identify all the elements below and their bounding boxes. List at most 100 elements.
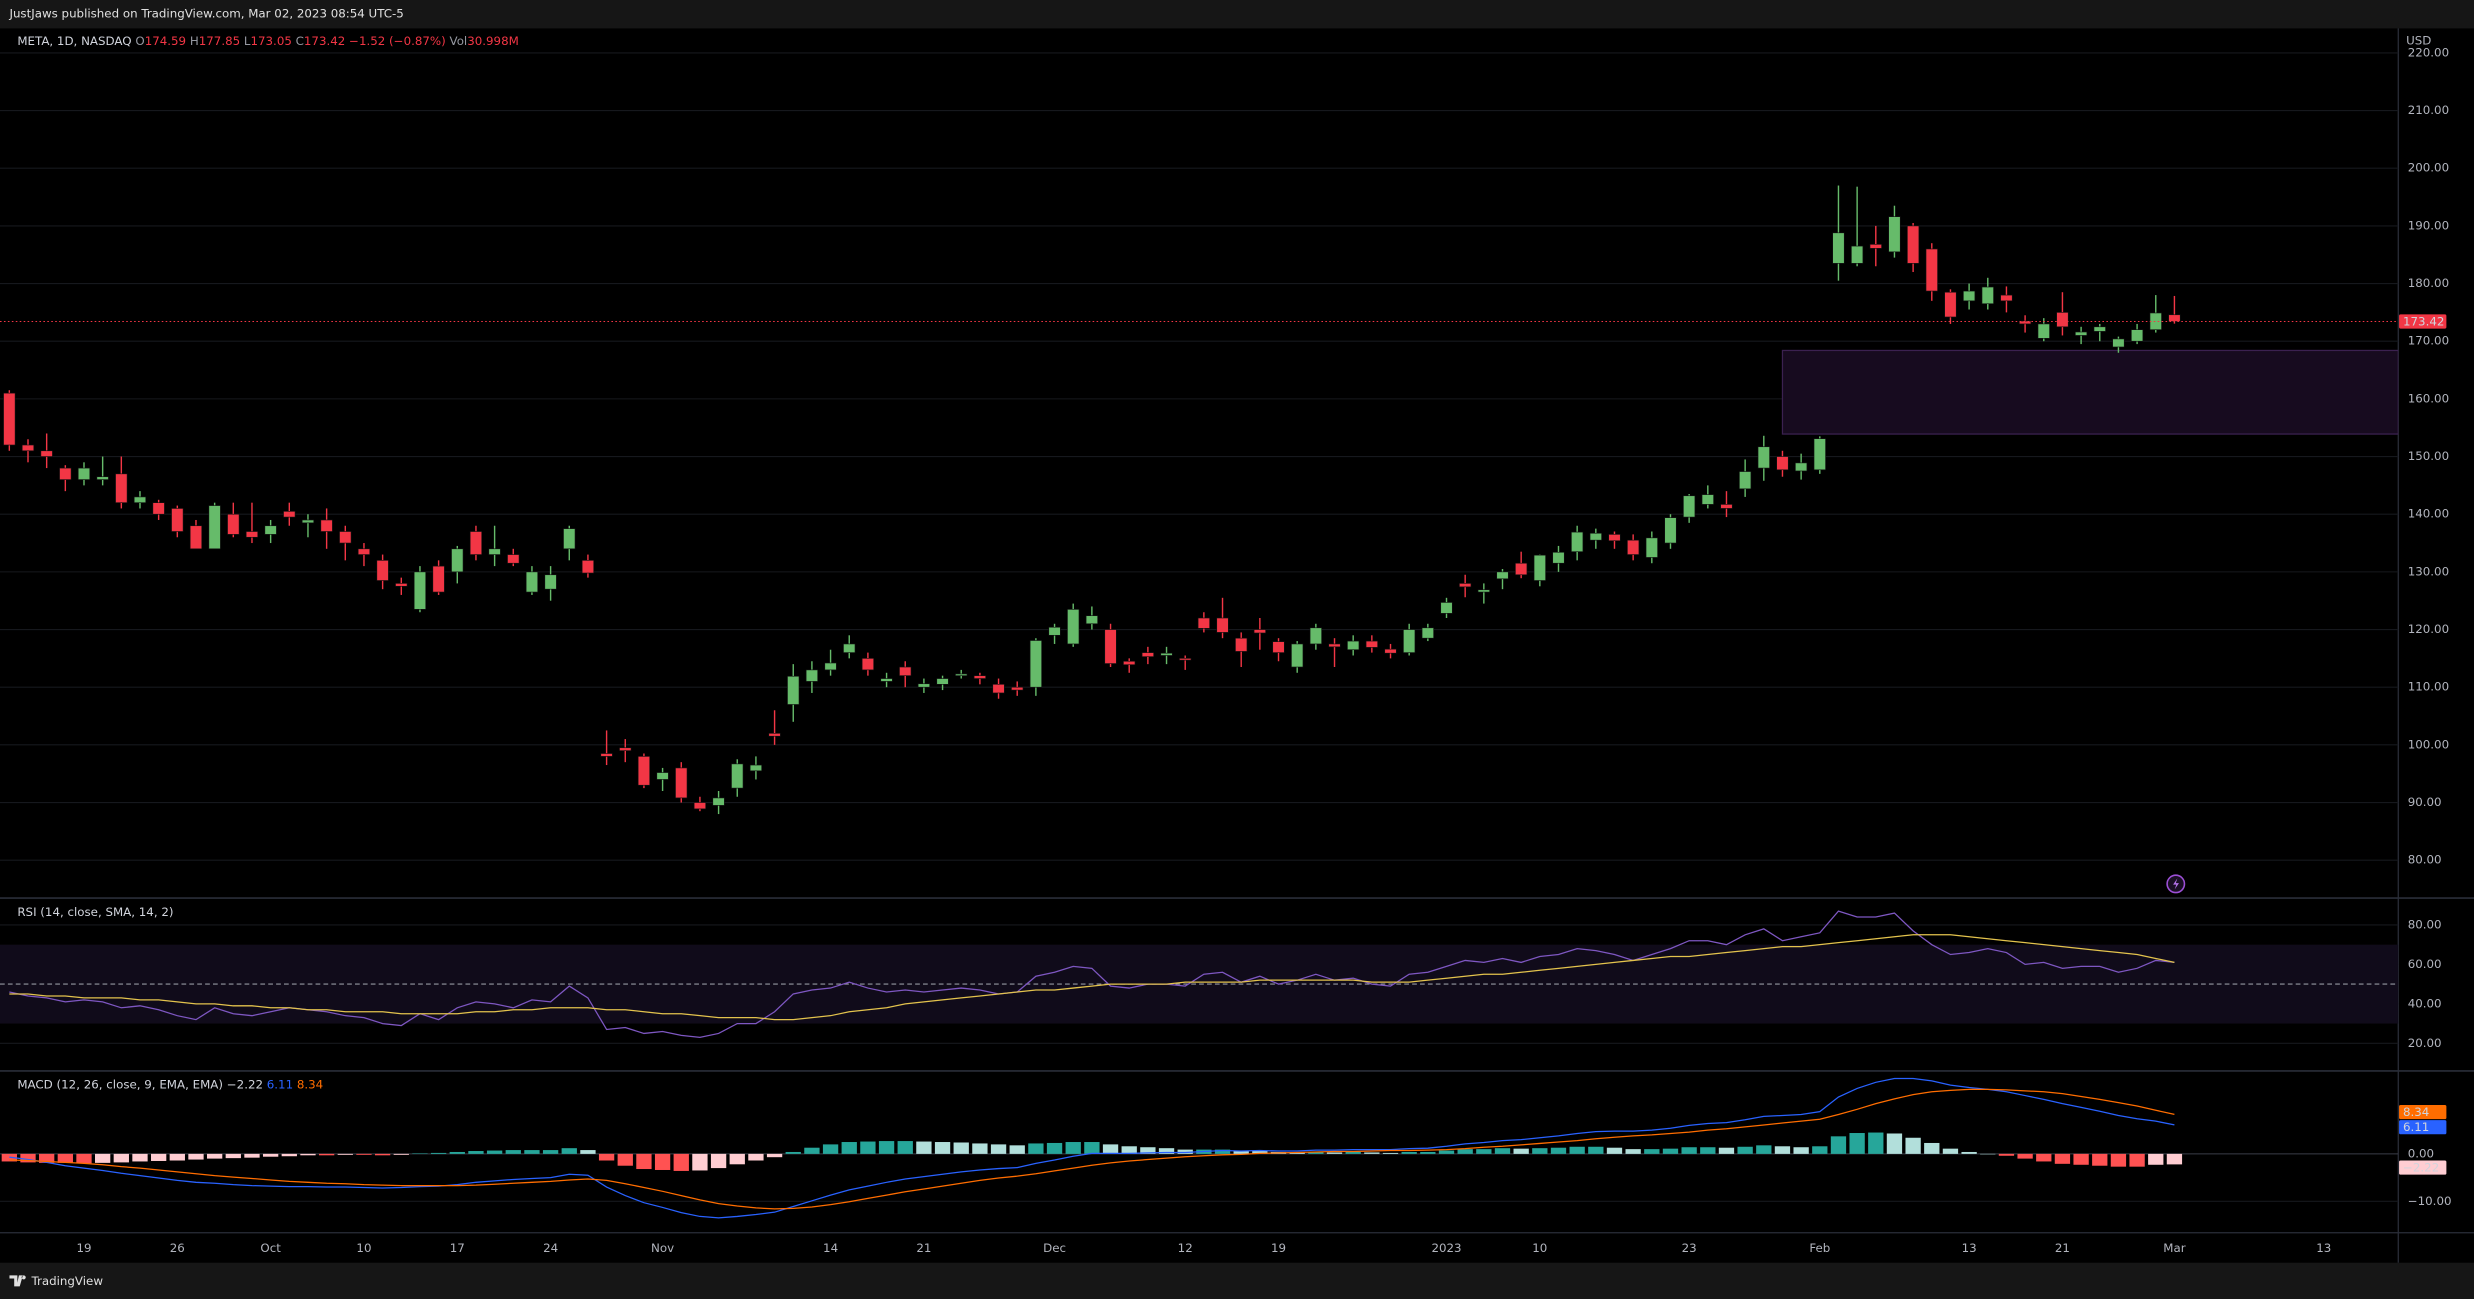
candle-body bbox=[3, 392, 16, 446]
candle-body bbox=[1197, 617, 1210, 629]
candle-body bbox=[1029, 640, 1042, 688]
y-tick-label: 80.00 bbox=[2408, 917, 2442, 931]
macd-histogram-bar bbox=[990, 1144, 1007, 1154]
macd-histogram-bar bbox=[766, 1153, 783, 1158]
macd-histogram-bar bbox=[1401, 1151, 1417, 1154]
candle-body bbox=[1869, 244, 1882, 249]
candle-body bbox=[992, 683, 1005, 694]
price-tag-label: 173.42 bbox=[2403, 314, 2444, 328]
macd-histogram-bar bbox=[841, 1142, 857, 1154]
macd-histogram-bar bbox=[710, 1153, 727, 1169]
candle-body bbox=[1664, 517, 1677, 544]
candle-body bbox=[1888, 216, 1901, 253]
macd-histogram-bar bbox=[318, 1153, 335, 1156]
rsi-line bbox=[9, 934, 2175, 1021]
candle-body bbox=[488, 548, 501, 555]
macd-histogram-bar bbox=[1588, 1146, 1604, 1154]
candle-body bbox=[936, 678, 949, 685]
y-tick-label: 220.00 bbox=[2408, 45, 2449, 59]
candle-body bbox=[1421, 627, 1434, 639]
candle-body bbox=[451, 548, 464, 573]
candle-body bbox=[1235, 637, 1248, 652]
candle-body bbox=[880, 678, 893, 682]
macd-histogram-bar bbox=[1550, 1147, 1567, 1154]
y-tick-label: 170.00 bbox=[2408, 334, 2449, 348]
macd-histogram-bar bbox=[1681, 1147, 1697, 1154]
candle-body bbox=[805, 669, 819, 682]
y-tick-label: 180.00 bbox=[2408, 276, 2449, 290]
x-tick-label: 13 bbox=[1962, 1241, 1977, 1255]
macd-histogram-bar bbox=[393, 1153, 409, 1155]
y-tick-label: 20.00 bbox=[2408, 1036, 2442, 1050]
price-tag-label: 8.34 bbox=[2403, 1105, 2429, 1119]
macd-histogram-bar bbox=[785, 1151, 801, 1154]
macd-histogram-bar bbox=[916, 1141, 932, 1154]
candle-body bbox=[1291, 643, 1304, 668]
candle-body bbox=[1813, 438, 1826, 471]
macd-histogram-bar bbox=[1718, 1147, 1735, 1154]
macd-histogram-bar bbox=[1158, 1148, 1175, 1154]
candle-body bbox=[1253, 629, 1266, 634]
x-tick-label: 12 bbox=[1178, 1241, 1193, 1255]
candle-body bbox=[1701, 494, 1714, 505]
candle-body bbox=[1179, 658, 1192, 661]
candle-body bbox=[152, 502, 165, 515]
candle-body bbox=[2112, 338, 2125, 348]
candle-body bbox=[301, 519, 315, 524]
y-tick-label: 150.00 bbox=[2408, 449, 2449, 463]
macd-histogram-bar bbox=[748, 1153, 764, 1161]
x-tick-label: 10 bbox=[1532, 1241, 1547, 1255]
macd-histogram-bar bbox=[1438, 1150, 1455, 1154]
candle-body bbox=[1160, 652, 1173, 656]
macd-histogram-bar bbox=[1532, 1148, 1548, 1154]
macd-title: MACD (12, 26, close, 9, EMA, EMA) bbox=[17, 1077, 223, 1091]
x-tick-label: 24 bbox=[543, 1241, 558, 1255]
macd-histogram-bar bbox=[1214, 1149, 1231, 1154]
rsi-line bbox=[9, 910, 2175, 1039]
y-tick-label: 90.00 bbox=[2408, 795, 2442, 809]
macd-histogram-bar bbox=[934, 1142, 951, 1154]
macd-histogram-bar bbox=[244, 1153, 260, 1158]
alert-icon[interactable] bbox=[2166, 874, 2186, 894]
candle-body bbox=[2037, 323, 2050, 339]
macd-histogram-bar bbox=[505, 1150, 521, 1154]
legend-value: 173.05 bbox=[251, 34, 292, 48]
macd-histogram-bar bbox=[1942, 1148, 1959, 1154]
legend-key: L bbox=[244, 34, 251, 48]
candle-body bbox=[1851, 245, 1864, 264]
legend-value: 174.59 bbox=[145, 34, 186, 48]
macd-histogram-bar bbox=[1625, 1149, 1641, 1154]
candle-body bbox=[1085, 615, 1098, 625]
footer-bar bbox=[0, 1262, 2474, 1299]
alert-bolt[interactable] bbox=[2173, 878, 2179, 890]
candle-body bbox=[1048, 626, 1061, 636]
macd-histogram-bar bbox=[57, 1153, 73, 1163]
macd-histogram-bar bbox=[262, 1153, 279, 1157]
macd-histogram-bar bbox=[1905, 1137, 1921, 1154]
candle-body bbox=[1925, 248, 1938, 292]
x-tick-label: 13 bbox=[2316, 1241, 2331, 1255]
candle-body bbox=[1720, 504, 1733, 509]
macd-histogram-bar bbox=[2054, 1153, 2071, 1164]
candle-body bbox=[2130, 329, 2144, 342]
legend-value: 173.42 bbox=[304, 34, 345, 48]
macd-histogram-bar bbox=[1998, 1153, 2015, 1156]
macd-histogram-bar bbox=[692, 1153, 708, 1171]
macd-histogram-bar bbox=[1513, 1148, 1529, 1154]
candle-body bbox=[1571, 531, 1584, 553]
macd-histogram-bar bbox=[2129, 1153, 2145, 1167]
x-tick-label: 21 bbox=[916, 1241, 931, 1255]
macd-histogram-bar bbox=[1233, 1150, 1249, 1154]
x-tick-label: Nov bbox=[651, 1241, 674, 1255]
macd-histogram-bar bbox=[1644, 1149, 1660, 1154]
candle-body bbox=[899, 666, 912, 676]
y-tick-label: 160.00 bbox=[2408, 391, 2449, 405]
candle-body bbox=[395, 583, 408, 587]
macd-histogram-bar bbox=[95, 1153, 111, 1163]
candle-body bbox=[1944, 291, 1957, 318]
candle-body bbox=[320, 519, 333, 532]
footer-logo bbox=[9, 1275, 26, 1287]
legend-value: −2.22 bbox=[227, 1077, 263, 1091]
macd-legend: MACD (12, 26, close, 9, EMA, EMA) −2.22 … bbox=[17, 1077, 323, 1091]
macd-line bbox=[9, 1088, 2175, 1210]
